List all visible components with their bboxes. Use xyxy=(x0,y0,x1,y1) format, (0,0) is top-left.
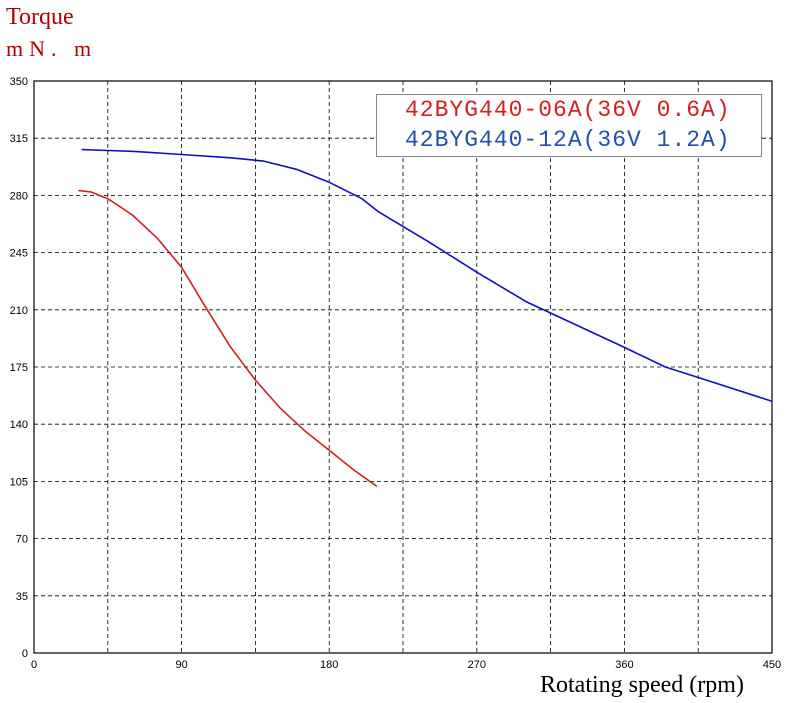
y-axis-unit: mN. m xyxy=(6,36,98,61)
x-tick-label: 0 xyxy=(31,659,37,671)
legend-entry-12a: 42BYG440-12A(36V 1.2A) xyxy=(405,127,731,153)
y-tick-label: 140 xyxy=(10,419,28,431)
y-tick-label: 315 xyxy=(10,133,28,145)
x-axis-title: Rotating speed (rpm) xyxy=(540,672,744,698)
y-tick-label: 280 xyxy=(10,190,28,202)
x-tick-label: 90 xyxy=(175,659,187,671)
y-tick-label: 0 xyxy=(22,648,28,660)
legend: 42BYG440-06A(36V 0.6A) 42BYG440-12A(36V … xyxy=(376,94,762,157)
y-tick-label: 105 xyxy=(10,476,28,488)
series-line-12a xyxy=(81,148,773,403)
x-tick-labels: 0 90 180 270 360 450 xyxy=(31,659,781,671)
y-tick-label: 210 xyxy=(10,305,28,317)
y-tick-label: 175 xyxy=(10,362,28,374)
y-tick-labels: 0 35 70 105 140 175 210 245 280 315 350 xyxy=(10,76,28,660)
x-tick-label: 360 xyxy=(615,659,633,671)
y-tick-label: 35 xyxy=(16,591,28,603)
plot-frame xyxy=(33,80,773,654)
x-tick-label: 270 xyxy=(468,659,486,671)
x-tick-label: 180 xyxy=(320,659,338,671)
y-axis-title: Torque xyxy=(6,4,74,30)
y-tick-label: 245 xyxy=(10,248,28,260)
grid-lines xyxy=(34,81,772,653)
legend-entry-06a: 42BYG440-06A(36V 0.6A) xyxy=(405,97,731,123)
x-tick-label: 450 xyxy=(763,659,781,671)
series-line-06a xyxy=(78,189,378,487)
series-lines xyxy=(78,148,773,487)
y-tick-label: 350 xyxy=(10,76,28,88)
y-tick-label: 70 xyxy=(16,534,28,546)
